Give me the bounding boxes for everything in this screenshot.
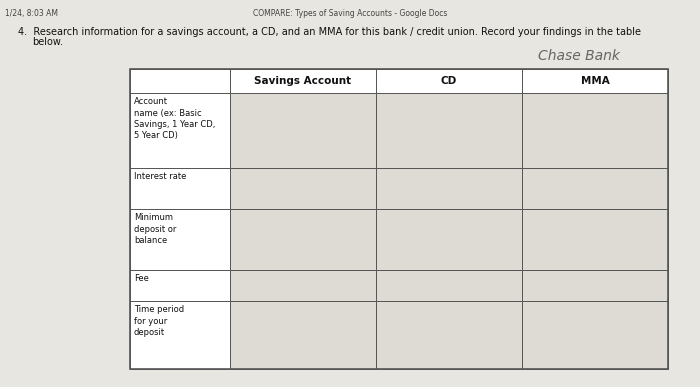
Text: Chase Bank: Chase Bank bbox=[538, 49, 620, 63]
Bar bbox=[230, 301, 376, 369]
Bar bbox=[230, 168, 376, 209]
Bar bbox=[130, 69, 668, 369]
Bar bbox=[522, 168, 668, 209]
Text: Interest rate: Interest rate bbox=[134, 171, 186, 181]
Bar bbox=[376, 69, 522, 93]
Text: 4.  Research information for a savings account, a CD, and an MMA for this bank /: 4. Research information for a savings ac… bbox=[18, 27, 641, 37]
Bar bbox=[230, 93, 376, 168]
Bar bbox=[522, 69, 668, 93]
Bar bbox=[230, 69, 376, 93]
Bar bbox=[130, 209, 230, 271]
Bar bbox=[522, 93, 668, 168]
Bar bbox=[230, 209, 376, 271]
Bar bbox=[376, 168, 522, 209]
Bar bbox=[376, 93, 522, 168]
Text: Time period
for your
deposit: Time period for your deposit bbox=[134, 305, 184, 337]
Text: 1/24, 8:03 AM: 1/24, 8:03 AM bbox=[5, 9, 58, 18]
Text: Fee: Fee bbox=[134, 274, 149, 283]
Text: CD: CD bbox=[441, 76, 457, 86]
Bar bbox=[130, 69, 230, 93]
Bar bbox=[130, 93, 230, 168]
Text: Savings Account: Savings Account bbox=[254, 76, 351, 86]
Bar bbox=[522, 301, 668, 369]
Bar bbox=[522, 209, 668, 271]
Text: Minimum
deposit or
balance: Minimum deposit or balance bbox=[134, 213, 176, 245]
Text: COMPARE: Types of Saving Accounts - Google Docs: COMPARE: Types of Saving Accounts - Goog… bbox=[253, 9, 447, 18]
Text: MMA: MMA bbox=[580, 76, 610, 86]
Bar bbox=[376, 301, 522, 369]
Bar bbox=[522, 271, 668, 301]
Bar bbox=[130, 168, 230, 209]
Bar bbox=[376, 271, 522, 301]
Text: below.: below. bbox=[32, 37, 63, 47]
Text: Account
name (ex: Basic
Savings, 1 Year CD,
5 Year CD): Account name (ex: Basic Savings, 1 Year … bbox=[134, 97, 216, 140]
Bar bbox=[130, 301, 230, 369]
Bar bbox=[376, 209, 522, 271]
Bar bbox=[130, 271, 230, 301]
Bar bbox=[230, 271, 376, 301]
